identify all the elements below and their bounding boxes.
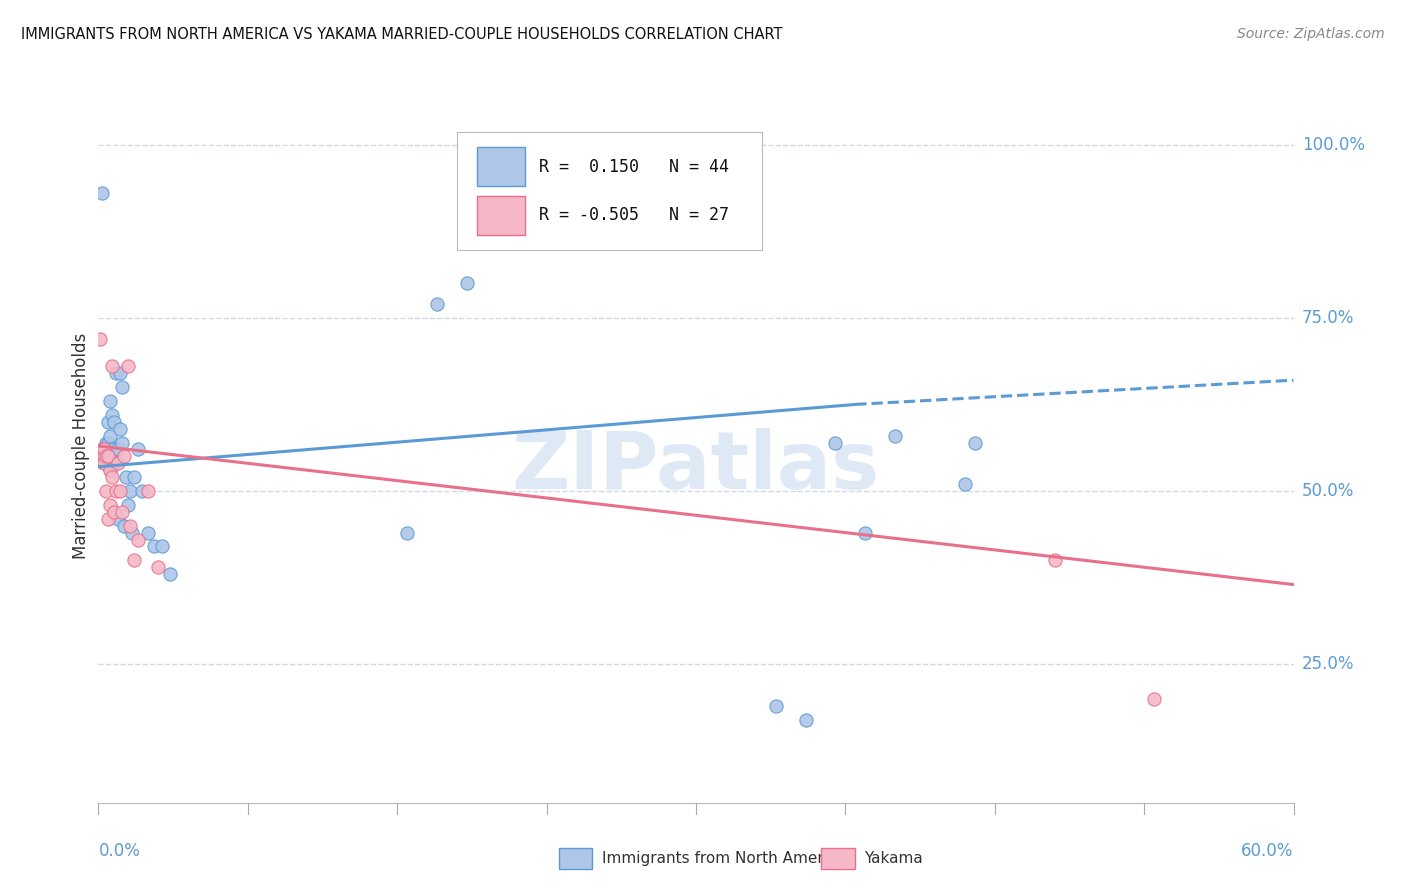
Point [97,512,120,526]
Point [98,463,122,477]
Point [143,540,166,554]
Point [136,525,159,540]
Point [1043,553,1066,567]
Point [111,505,134,519]
Point [91,186,114,201]
Point [111,435,134,450]
Point [824,435,846,450]
Point [96,450,118,464]
Point [124,553,146,567]
Point [98,463,122,477]
Point [127,533,149,547]
Point [105,366,128,380]
Text: 100.0%: 100.0% [1302,136,1365,153]
Point [110,483,132,498]
Point [107,456,129,470]
Point [97,456,120,470]
Text: 75.0%: 75.0% [1302,309,1354,326]
Point [93,456,115,470]
Bar [477,147,524,186]
Text: ZIPatlas: ZIPatlas [512,428,880,507]
Point [112,518,135,533]
Point [124,470,146,484]
Point [103,505,125,519]
Bar [821,847,855,869]
Point [110,366,132,380]
Point [101,470,124,484]
Point [103,442,125,457]
Point [98,428,122,442]
Text: Source: ZipAtlas.com: Source: ZipAtlas.com [1237,27,1385,41]
Point [97,415,120,429]
Point [107,442,129,457]
Text: R = -0.505   N = 27: R = -0.505 N = 27 [540,206,730,224]
Point [96,450,118,464]
Point [91,442,114,457]
Point [112,450,135,464]
Point [89,332,111,346]
Point [107,512,129,526]
Text: IMMIGRANTS FROM NORTH AMERICA VS YAKAMA MARRIED-COUPLE HOUSEHOLDS CORRELATION CH: IMMIGRANTS FROM NORTH AMERICA VS YAKAMA … [21,27,783,42]
Point [117,498,139,512]
Point [1143,691,1166,706]
Point [101,408,124,422]
Point [159,567,181,582]
Point [148,560,170,574]
Point [884,428,907,442]
Text: 25.0%: 25.0% [1302,656,1354,673]
Point [96,483,118,498]
Bar [477,195,524,235]
Point [963,435,986,450]
Point [96,435,118,450]
Text: R =  0.150   N = 44: R = 0.150 N = 44 [540,158,730,176]
Point [765,698,787,713]
Point [93,450,115,464]
Point [105,456,128,470]
Point [131,483,153,498]
Point [103,415,125,429]
Point [136,483,159,498]
Point [953,477,976,491]
Point [105,483,128,498]
Text: 60.0%: 60.0% [1241,842,1294,860]
Point [98,498,122,512]
Point [127,442,149,457]
Point [93,442,115,457]
Point [117,359,139,374]
Point [120,483,142,498]
Text: Yakama: Yakama [865,851,924,866]
Point [111,380,134,394]
Y-axis label: Married-couple Households: Married-couple Households [72,333,90,559]
Text: 50.0%: 50.0% [1302,482,1354,500]
FancyBboxPatch shape [457,132,762,250]
Point [853,525,876,540]
Point [121,525,143,540]
Point [426,297,449,311]
Point [794,713,817,727]
Point [101,359,124,374]
Point [115,470,138,484]
Point [150,540,173,554]
Bar [558,847,592,869]
Point [97,450,120,464]
Point [396,525,419,540]
Point [93,456,115,470]
Point [97,435,120,450]
Point [101,456,124,470]
Point [456,276,478,290]
Point [120,518,142,533]
Point [98,394,122,409]
Text: 0.0%: 0.0% [98,842,141,860]
Text: Immigrants from North America: Immigrants from North America [602,851,845,866]
Point [110,422,132,436]
